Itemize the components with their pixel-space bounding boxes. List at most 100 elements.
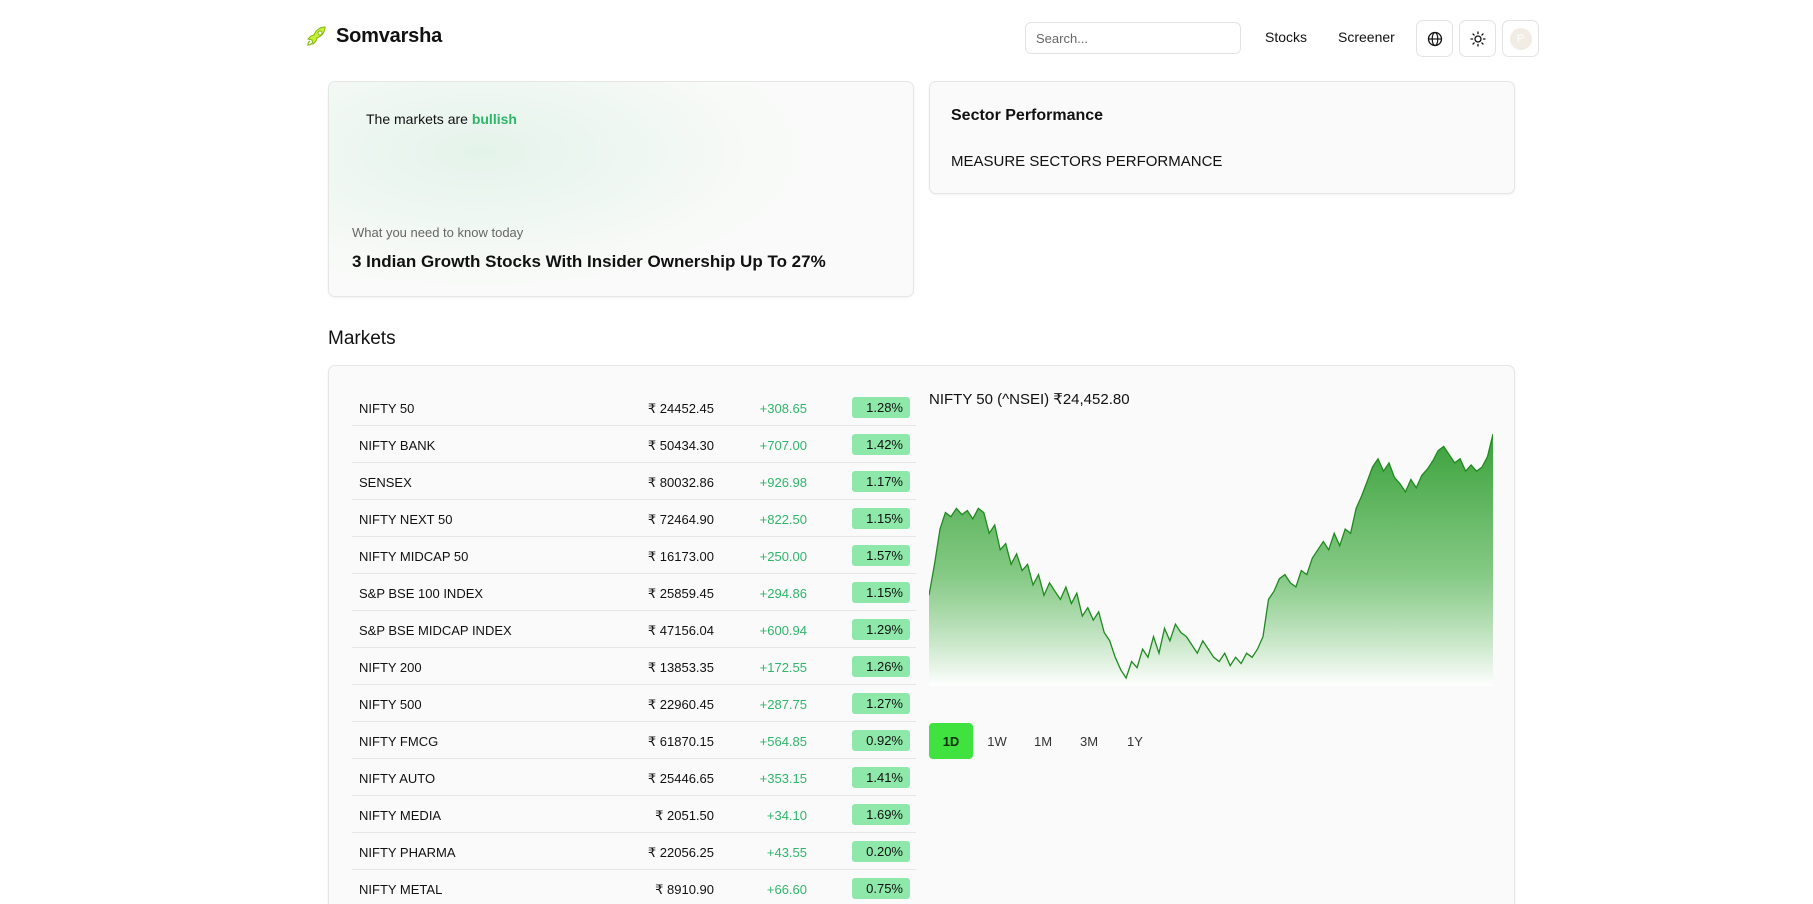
nav-screener[interactable]: Screener (1338, 29, 1395, 45)
market-name: NIFTY FMCG (359, 734, 439, 749)
market-price: ₹ 2051.50 (655, 808, 714, 823)
market-change-percent: 0.20% (852, 841, 910, 862)
market-name: NIFTY NEXT 50 (359, 512, 453, 527)
market-change: +926.98 (759, 475, 807, 490)
market-change-percent: 0.92% (852, 730, 910, 751)
market-change-percent: 1.28% (852, 397, 910, 418)
market-price: ₹ 25446.65 (647, 771, 714, 786)
market-change: +34.10 (766, 808, 807, 823)
range-selector: 1D 1W 1M 3M 1Y (929, 723, 1159, 759)
market-row[interactable]: NIFTY BANK ₹ 50434.30 +707.00 1.42% (352, 426, 916, 463)
market-name: NIFTY 500 (359, 697, 422, 712)
sector-performance-card[interactable]: Sector Performance MEASURE SECTORS PERFO… (929, 81, 1515, 194)
market-name: NIFTY METAL (359, 882, 443, 897)
market-price: ₹ 22960.45 (647, 697, 714, 712)
market-price: ₹ 13853.35 (647, 660, 714, 675)
range-1d[interactable]: 1D (929, 723, 973, 759)
news-kicker: What you need to know today (352, 225, 524, 240)
range-1m[interactable]: 1M (1033, 733, 1053, 749)
market-change-percent: 1.29% (852, 619, 910, 640)
market-name: NIFTY PHARMA (359, 845, 456, 860)
market-change: +294.86 (759, 586, 807, 601)
globe-icon (1427, 31, 1442, 46)
range-3m[interactable]: 3M (1079, 733, 1099, 749)
market-row[interactable]: NIFTY AUTO ₹ 25446.65 +353.15 1.41% (352, 759, 916, 796)
brand-name: Somvarsha (336, 24, 443, 47)
nav-stocks[interactable]: Stocks (1265, 29, 1308, 45)
sun-icon (1469, 30, 1486, 47)
market-row[interactable]: NIFTY 50 ₹ 24452.45 +308.65 1.28% (352, 389, 916, 426)
market-change-percent: 1.41% (852, 767, 910, 788)
market-change-percent: 1.42% (852, 434, 910, 455)
profile-button[interactable]: P (1502, 20, 1539, 57)
markets-table: NIFTY 50 ₹ 24452.45 +308.65 1.28% NIFTY BANK… (352, 389, 916, 904)
market-name: S&P BSE 100 INDEX (359, 586, 484, 601)
avatar: P (1509, 27, 1532, 50)
market-name: S&P BSE MIDCAP INDEX (359, 623, 512, 638)
market-price: ₹ 22056.25 (647, 845, 714, 860)
price-chart[interactable] (929, 426, 1493, 686)
market-price: ₹ 16173.00 (647, 549, 714, 564)
market-change: +822.50 (759, 512, 807, 527)
market-row[interactable]: SENSEX ₹ 80032.86 +926.98 1.17% (352, 463, 916, 500)
market-row[interactable]: NIFTY FMCG ₹ 61870.15 +564.85 0.92% (352, 722, 916, 759)
sector-performance-title: Sector Performance (951, 107, 1104, 124)
market-change-percent: 1.17% (852, 471, 910, 492)
market-row[interactable]: NIFTY 500 ₹ 22960.45 +287.75 1.27% (352, 685, 916, 722)
market-sentiment-card[interactable]: The markets are bullish What you need to… (328, 81, 914, 297)
markets-card: NIFTY 50 ₹ 24452.45 +308.65 1.28% NIFTY BANK… (328, 365, 1515, 904)
market-row[interactable]: NIFTY MEDIA ₹ 2051.50 +34.10 1.69% (352, 796, 916, 833)
market-row[interactable]: S&P BSE 100 INDEX ₹ 25859.45 +294.86 1.15% (352, 574, 916, 611)
market-row[interactable]: S&P BSE MIDCAP INDEX ₹ 47156.04 +600.94 1.2… (352, 611, 916, 648)
market-price: ₹ 47156.04 (647, 623, 714, 638)
range-1w[interactable]: 1W (987, 733, 1007, 749)
market-change-percent: 1.69% (852, 804, 910, 825)
market-row[interactable]: NIFTY NEXT 50 ₹ 72464.90 +822.50 1.15% (352, 500, 916, 537)
sentiment-prefix: The markets are (366, 111, 468, 127)
top-navbar: Somvarsha Stocks Screener P (0, 0, 1813, 75)
sector-performance-subtitle: MEASURE SECTORS PERFORMANCE (951, 153, 1223, 170)
market-price: ₹ 8910.90 (655, 882, 714, 897)
market-change-percent: 0.75% (852, 878, 910, 899)
market-name: NIFTY 50 (359, 401, 415, 416)
chart-area (929, 434, 1493, 686)
market-row[interactable]: NIFTY 200 ₹ 13853.35 +172.55 1.26% (352, 648, 916, 685)
news-headline[interactable]: 3 Indian Growth Stocks With Insider Owne… (352, 252, 826, 271)
market-row[interactable]: NIFTY PHARMA ₹ 22056.25 +43.55 0.20% (352, 833, 916, 870)
market-change-percent: 1.15% (852, 582, 910, 603)
market-change-percent: 1.15% (852, 508, 910, 529)
market-sentiment-text: The markets are bullish (366, 111, 517, 127)
market-price: ₹ 50434.30 (647, 438, 714, 453)
market-change: +43.55 (766, 845, 807, 860)
brand-logo[interactable]: Somvarsha (305, 24, 442, 48)
range-1y[interactable]: 1Y (1127, 733, 1143, 749)
market-name: NIFTY MEDIA (359, 808, 442, 823)
market-change: +308.65 (759, 401, 807, 416)
chart-title: NIFTY 50 (^NSEI) ₹24,452.80 (929, 391, 1130, 408)
market-change: +287.75 (759, 697, 807, 712)
search-input[interactable] (1025, 22, 1241, 54)
sentiment-word: bullish (471, 111, 517, 127)
market-price: ₹ 72464.90 (647, 512, 714, 527)
market-change: +172.55 (759, 660, 807, 675)
market-name: SENSEX (359, 475, 412, 490)
market-name: NIFTY BANK (359, 438, 436, 453)
market-change: +564.85 (759, 734, 807, 749)
theme-toggle-button[interactable] (1459, 20, 1496, 57)
market-row[interactable]: NIFTY MIDCAP 50 ₹ 16173.00 +250.00 1.57% (352, 537, 916, 574)
market-change-percent: 1.26% (852, 656, 910, 677)
market-name: NIFTY AUTO (359, 771, 436, 786)
market-change: +66.60 (766, 882, 807, 897)
markets-heading: Markets (328, 328, 396, 349)
market-change: +250.00 (759, 549, 807, 564)
market-change-percent: 1.57% (852, 545, 910, 566)
language-button[interactable] (1416, 20, 1453, 57)
market-change: +353.15 (759, 771, 807, 786)
market-name: NIFTY MIDCAP 50 (359, 549, 469, 564)
market-price: ₹ 80032.86 (647, 475, 714, 490)
chart-series-line (929, 433, 1493, 680)
market-row[interactable]: NIFTY METAL ₹ 8910.90 +66.60 0.75% (352, 870, 916, 904)
market-price: ₹ 24452.45 (647, 401, 714, 416)
market-change: +707.00 (759, 438, 807, 453)
market-price: ₹ 25859.45 (647, 586, 714, 601)
